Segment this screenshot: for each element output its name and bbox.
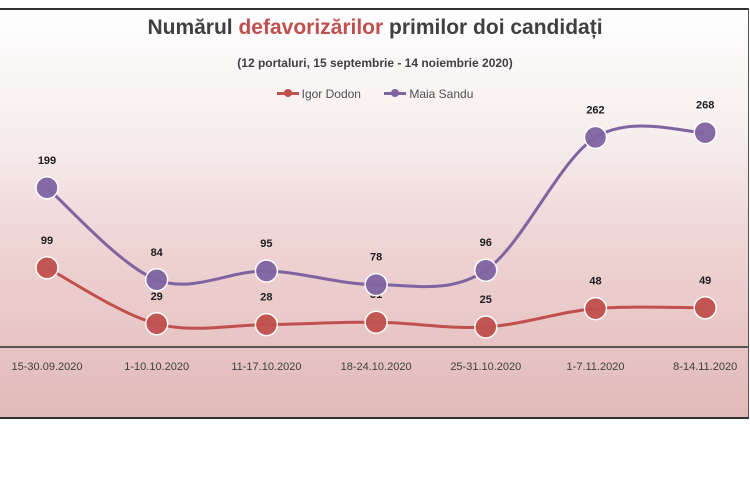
data-label: 49: [699, 275, 711, 287]
data-point: [144, 268, 169, 292]
x-tick-label: 1-10.10.2020: [124, 361, 189, 373]
data-point: [474, 258, 498, 282]
data-point: [693, 120, 717, 145]
data-label: 28: [260, 292, 272, 304]
legend-marker-dodon: [276, 89, 299, 97]
data-label: 78: [370, 252, 382, 264]
data-point: [583, 296, 608, 321]
data-label: 199: [38, 155, 56, 167]
data-label: 29: [151, 291, 163, 303]
legend-item-sandu: Maia Sandu: [384, 87, 473, 101]
data-point: [364, 310, 388, 334]
legend-marker-sandu: [384, 89, 407, 97]
data-label: 262: [586, 104, 604, 116]
data-point: [35, 176, 59, 200]
data-label: 48: [589, 276, 601, 288]
x-tick-label: 11-17.10.2020: [231, 361, 301, 373]
legend: Igor Dodon Maia Sandu: [0, 84, 750, 101]
x-tick-label: 15-30.09.2020: [12, 361, 83, 373]
data-label: 25: [480, 294, 492, 306]
data-point: [254, 312, 279, 337]
x-tick-label: 8-14.11.2020: [673, 361, 737, 373]
chart-area: [0, 8, 749, 419]
data-point: [35, 256, 59, 280]
data-point: [364, 272, 388, 297]
legend-item-dodon: Igor Dodon: [276, 87, 361, 101]
x-tick-label: 18-24.10.2020: [341, 361, 412, 373]
data-label: 95: [260, 238, 272, 250]
chart-subtitle: (12 portaluri, 15 septembrie - 14 noiemb…: [237, 56, 513, 70]
data-label: 84: [151, 247, 164, 259]
data-label: 96: [480, 237, 492, 249]
x-tick-label: 1-7.11.2020: [567, 361, 625, 373]
data-point: [583, 125, 608, 150]
data-label: 268: [696, 100, 714, 112]
data-point: [254, 259, 279, 283]
x-tick-label: 25-31.10.2020: [450, 361, 521, 373]
data-point: [144, 312, 169, 336]
data-label: 99: [41, 235, 53, 247]
data-point: [474, 315, 498, 339]
data-point: [693, 296, 717, 320]
chart-title: Numărul defavorizărilor primilor doi can…: [147, 16, 603, 39]
